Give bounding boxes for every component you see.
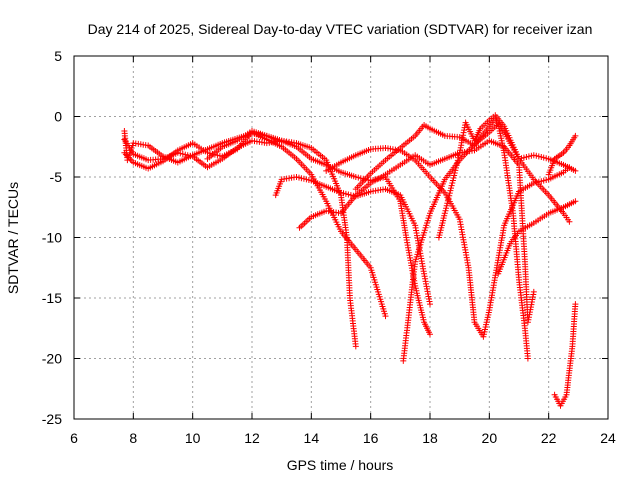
- x-tick-label: 22: [541, 430, 557, 446]
- tick-labels: 6 8 10 12 14 16 18 20 22 24 -25 -20 -15 -10 -5 0 5: [42, 48, 616, 446]
- series-arc-7: [323, 145, 573, 340]
- chart-title: Day 214 of 2025, Sidereal Day-to-day VTE…: [88, 21, 593, 37]
- series-arc-12: [551, 301, 579, 409]
- series-arc-9: [400, 120, 531, 364]
- y-tick-label: -5: [50, 169, 63, 185]
- axis-ticks: [73, 55, 609, 420]
- x-tick-label: 8: [129, 430, 137, 446]
- x-tick-label: 20: [482, 430, 498, 446]
- x-tick-label: 16: [363, 430, 379, 446]
- series-arc-5: [272, 174, 433, 308]
- series-arc-3: [121, 129, 389, 320]
- series-markers: [435, 112, 579, 241]
- grid-lines: [74, 56, 608, 419]
- series-markers: [545, 132, 579, 178]
- x-axis-label: GPS time / hours: [287, 457, 394, 473]
- x-tick-label: 24: [600, 430, 616, 446]
- series-markers: [121, 136, 359, 350]
- series-markers: [495, 198, 579, 277]
- series-markers: [400, 120, 531, 364]
- y-axis-label: SDTVAR / TECUs: [5, 182, 21, 294]
- series-markers: [352, 115, 573, 225]
- series-markers: [551, 301, 579, 409]
- series-arc-8: [352, 115, 573, 225]
- x-tick-label: 18: [422, 430, 438, 446]
- data-points: [121, 112, 579, 409]
- y-tick-label: -15: [42, 290, 62, 306]
- y-tick-label: -10: [42, 230, 62, 246]
- x-tick-label: 10: [185, 430, 201, 446]
- series-markers: [272, 174, 433, 308]
- series-markers: [204, 128, 433, 338]
- y-tick-label: 5: [54, 48, 62, 64]
- series-arc-4: [204, 128, 433, 338]
- series-arc-13: [545, 132, 579, 178]
- x-tick-label: 14: [304, 430, 320, 446]
- x-tick-label: 6: [70, 430, 78, 446]
- series-markers: [323, 145, 573, 340]
- y-tick-label: -20: [42, 351, 62, 367]
- series-arc-11: [495, 198, 579, 277]
- series-markers: [121, 129, 389, 320]
- series-arc-2: [121, 136, 359, 350]
- y-tick-label: -25: [42, 411, 62, 427]
- x-tick-label: 12: [244, 430, 260, 446]
- series-arc-10: [435, 112, 579, 241]
- y-tick-label: 0: [54, 109, 62, 125]
